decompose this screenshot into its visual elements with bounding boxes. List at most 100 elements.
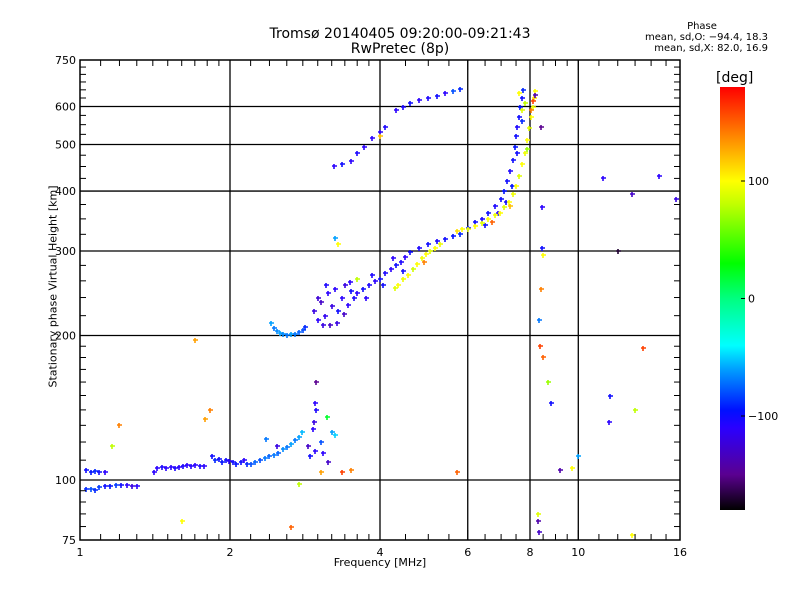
data-point [607, 420, 612, 425]
x-tick-label: 1 [77, 546, 84, 559]
data-point [312, 309, 317, 314]
data-point [403, 255, 408, 260]
data-point [330, 430, 335, 435]
data-point [391, 256, 396, 261]
data-point [348, 280, 353, 285]
x-tick-label: 8 [527, 546, 534, 559]
data-point [189, 464, 194, 469]
data-point [458, 232, 463, 237]
data-point [520, 96, 525, 101]
data-point [312, 420, 317, 425]
phase-stats-x: mean, sd,X: 82.0, 16.9 [654, 43, 768, 54]
data-point [289, 442, 294, 447]
data-point [576, 454, 581, 459]
data-point [408, 250, 413, 255]
data-point [536, 512, 541, 517]
data-point [258, 458, 263, 463]
data-point [433, 246, 438, 251]
data-point [527, 126, 532, 131]
y-tick-label: 600 [55, 101, 76, 114]
y-axis-label: Stationary phase Virtual Height [km] [46, 185, 60, 388]
colorbar-tick-label: 100 [748, 175, 769, 188]
data-point [328, 323, 333, 328]
data-point [119, 483, 124, 488]
tick-labels: 1 2 4 6 8 10 16 75 100 200 300 400 500 600 750 [55, 54, 687, 559]
y-tick-label: 100 [55, 474, 76, 487]
data-point [272, 453, 277, 458]
data-point [103, 484, 108, 489]
data-point [523, 151, 528, 156]
data-point [493, 204, 498, 209]
data-point [455, 229, 460, 234]
data-point [370, 273, 375, 278]
data-point [517, 115, 522, 120]
data-point [97, 470, 102, 475]
data-point [323, 314, 328, 319]
data-point [193, 338, 198, 343]
data-point [319, 470, 324, 475]
data-point [520, 119, 525, 124]
data-point [515, 151, 520, 156]
data-point [313, 401, 318, 406]
data-point [297, 435, 302, 440]
data-point [117, 423, 122, 428]
data-point [630, 192, 635, 197]
data-point [203, 417, 208, 422]
data-point [540, 205, 545, 210]
data-point [367, 283, 372, 288]
y-tick-label: 750 [55, 54, 76, 67]
data-point [333, 433, 338, 438]
data-point [541, 253, 546, 258]
data-point [275, 444, 280, 449]
data-point [428, 249, 433, 254]
colorbar-tick-label: 0 [748, 293, 755, 306]
x-tick-label: 4 [377, 546, 384, 559]
data-point [529, 108, 534, 113]
data-point [213, 458, 218, 463]
data-point [220, 460, 225, 465]
grid-lines [80, 60, 680, 540]
data-point [326, 460, 331, 465]
data-point [370, 136, 375, 141]
data-point [570, 466, 575, 471]
data-point [389, 267, 394, 272]
x-tick-label: 10 [571, 546, 585, 559]
data-point [601, 176, 606, 181]
data-point [321, 323, 326, 328]
data-point [97, 485, 102, 490]
data-point [558, 468, 563, 473]
chart-title: Tromsø 20140405 09:20:00-09:21:43 RwPret… [190, 27, 610, 57]
data-point [531, 105, 536, 110]
data-point [443, 91, 448, 96]
data-point [549, 401, 554, 406]
data-point [520, 108, 525, 113]
data-point [486, 217, 491, 222]
data-point [335, 321, 340, 326]
data-point [401, 269, 406, 274]
x-tick-label: 16 [673, 546, 687, 559]
data-point [514, 134, 519, 139]
data-point [514, 184, 519, 189]
data-point [278, 331, 283, 336]
data-point [180, 519, 185, 524]
data-point [227, 459, 232, 464]
data-point [507, 200, 512, 205]
data-point [352, 296, 357, 301]
data-point [269, 321, 274, 326]
data-point [297, 482, 302, 487]
data-point [394, 108, 399, 113]
data-point [411, 267, 416, 272]
data-point [480, 221, 485, 226]
data-point [455, 470, 460, 475]
data-point [473, 224, 478, 229]
data-point [422, 260, 427, 265]
data-point [616, 249, 621, 254]
data-point [303, 325, 308, 330]
data-point [539, 287, 544, 292]
data-point [114, 483, 119, 488]
data-point [538, 344, 543, 349]
data-point [498, 211, 503, 216]
data-point [234, 462, 239, 467]
data-point [155, 466, 160, 471]
data-point [458, 87, 463, 92]
